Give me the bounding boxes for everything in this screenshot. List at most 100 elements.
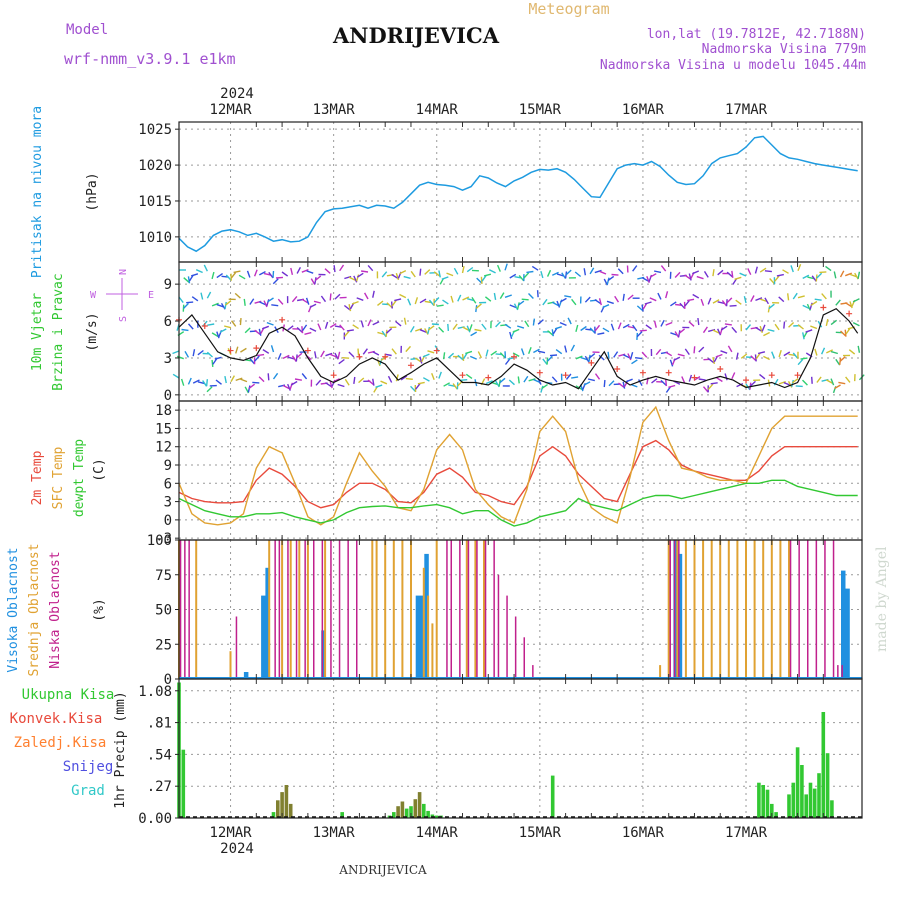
x-tick-label-bottom: 17MAR xyxy=(725,825,768,841)
y-tick-label: 1015 xyxy=(138,194,172,210)
wind-barb xyxy=(432,373,434,380)
wind-barb xyxy=(454,268,457,274)
x-tick-label-top: 12MAR xyxy=(209,102,252,118)
cloud-bar xyxy=(466,540,468,679)
gust-marker xyxy=(666,370,672,376)
wind-barb xyxy=(698,318,699,325)
wind-barb xyxy=(400,295,406,298)
wind-barb xyxy=(555,327,562,329)
wind-barb xyxy=(635,358,642,359)
wind-barb xyxy=(470,356,476,359)
wind-barb xyxy=(736,300,742,304)
wind-barb xyxy=(623,294,624,301)
cloud-bar xyxy=(837,665,839,679)
wind-barb xyxy=(373,352,379,355)
wind-barb xyxy=(335,294,340,299)
cloud-bar xyxy=(678,540,680,679)
wind-barb xyxy=(538,290,539,297)
wind-barb xyxy=(687,299,694,300)
cloud-bar xyxy=(296,540,298,679)
wind-barb xyxy=(822,348,825,354)
wind-barb xyxy=(697,277,704,279)
wind-barb xyxy=(297,267,300,273)
wind-barb xyxy=(564,296,571,297)
wind-barb xyxy=(207,352,212,357)
wind-barb xyxy=(267,299,269,306)
wind-barb xyxy=(358,349,359,356)
wind-barb xyxy=(505,264,507,271)
y-tick-label: 1025 xyxy=(138,122,172,138)
wind-barb xyxy=(517,326,524,328)
wind-barb xyxy=(272,345,274,352)
wind-barb xyxy=(783,270,789,274)
wind-barb xyxy=(396,322,401,326)
cloud-bar xyxy=(798,540,800,679)
wind-barb xyxy=(471,332,477,336)
wind-barb xyxy=(408,299,411,306)
wind-barb xyxy=(675,272,680,277)
wind-barb xyxy=(666,291,668,298)
wind-barb xyxy=(810,303,812,310)
wind-barb xyxy=(305,333,312,335)
wind-barb xyxy=(357,275,359,282)
wind-barb xyxy=(182,379,184,386)
y-tick-label: 0.00 xyxy=(138,811,172,827)
cloud-bar xyxy=(236,617,238,680)
temp-unit: (C) xyxy=(92,458,107,481)
elevation-text: Nadmorska Visina 779m xyxy=(702,42,867,57)
wind-barb xyxy=(334,265,335,272)
wind-barb xyxy=(819,272,826,273)
gust-marker xyxy=(460,372,466,378)
wind-barb xyxy=(670,360,672,367)
wind-barb xyxy=(255,270,257,277)
wind-barb xyxy=(612,275,619,276)
wind-barb xyxy=(225,376,226,383)
wind-barb xyxy=(494,293,495,300)
wind-barb xyxy=(453,324,457,330)
precip-legend-item: Snijeg xyxy=(63,759,114,775)
wind-barb xyxy=(789,323,794,328)
wind-barb xyxy=(389,376,392,382)
wind-barb xyxy=(182,330,189,331)
wind-barb xyxy=(603,328,609,332)
wind-barb xyxy=(650,298,656,301)
y-tick-label: 6 xyxy=(164,476,172,492)
wind-barb xyxy=(278,353,281,359)
wind-barb xyxy=(405,318,406,325)
cloud-bar xyxy=(807,540,809,679)
wind-barb xyxy=(526,272,533,273)
wind-barb xyxy=(416,384,420,390)
wind-barb xyxy=(339,360,345,364)
wind-barb xyxy=(447,273,454,276)
cloud-bar xyxy=(728,540,730,679)
wind-barb xyxy=(760,374,765,378)
footer-title: ANDRIJEVICA xyxy=(338,863,427,877)
gust-marker xyxy=(356,354,362,360)
wind-barb xyxy=(858,272,859,279)
wind-barb xyxy=(779,350,781,357)
wind-barb xyxy=(777,275,784,276)
wind-barb xyxy=(207,379,208,386)
cloud-bar xyxy=(515,617,517,680)
precip-bar xyxy=(800,765,804,818)
x-tick-label-top: 13MAR xyxy=(313,102,356,118)
cloud-bar xyxy=(668,540,670,679)
wind-barb xyxy=(632,360,638,364)
wind-barb xyxy=(740,273,746,276)
wind-barb xyxy=(699,379,706,380)
gust-marker xyxy=(253,345,259,351)
wind-barb xyxy=(661,266,665,272)
precip-bar xyxy=(804,794,808,818)
wind-barb xyxy=(798,296,805,298)
wind-barb xyxy=(432,324,439,325)
precip-bar xyxy=(817,773,821,818)
wind-barb xyxy=(533,319,534,326)
wind-barb xyxy=(353,325,359,329)
cloud-bar xyxy=(841,665,843,679)
wind-barb xyxy=(423,378,429,381)
wind-barb xyxy=(271,305,278,306)
precip-bar xyxy=(276,800,280,818)
y-tick-label: 1020 xyxy=(138,158,172,174)
wind-barb xyxy=(365,293,368,299)
